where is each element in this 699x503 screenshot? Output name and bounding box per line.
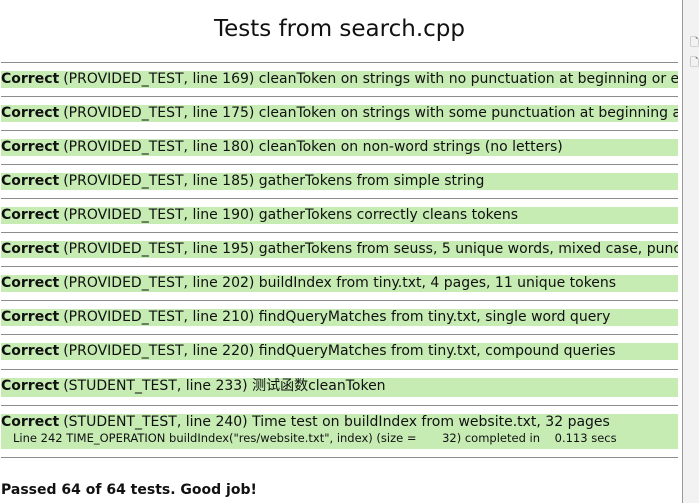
separator <box>1 300 678 301</box>
timing-detail: Line 242 TIME_OPERATION buildIndex("res/… <box>13 431 617 445</box>
separator <box>1 62 678 63</box>
status-label: Correct <box>1 207 60 223</box>
strip-icon: 🗋 <box>690 36 699 49</box>
side-strip[interactable] <box>683 0 699 503</box>
test-result-row: Correct (PROVIDED_TEST, line 169) cleanTo… <box>1 71 678 88</box>
status-label: Correct <box>1 173 60 189</box>
test-description: (PROVIDED_TEST, line 190) gatherTokens c… <box>63 207 519 223</box>
separator <box>1 96 678 97</box>
test-result-row: Correct (STUDENT_TEST, line 240) Time tes… <box>1 414 678 449</box>
test-description: (PROVIDED_TEST, line 202) buildIndex fro… <box>63 275 617 291</box>
test-result-row: Correct (PROVIDED_TEST, line 190) gatherT… <box>1 207 678 224</box>
status-label: Correct <box>1 414 60 430</box>
test-description: (PROVIDED_TEST, line 220) findQueryMatch… <box>63 343 616 359</box>
status-label: Correct <box>1 309 60 325</box>
test-result-row: Correct (PROVIDED_TEST, line 220) findQue… <box>1 343 678 360</box>
strip-icon: 🗋 <box>690 56 699 69</box>
test-description: (PROVIDED_TEST, line 195) gatherTokens f… <box>63 241 678 257</box>
test-result-row: Correct (PROVIDED_TEST, line 175) cleanTo… <box>1 105 678 122</box>
separator <box>1 266 678 267</box>
test-result-row: Correct (PROVIDED_TEST, line 202) buildIn… <box>1 275 678 292</box>
separator <box>1 457 678 458</box>
page-title: Tests from search.cpp <box>214 16 465 42</box>
separator <box>1 369 678 370</box>
status-label: Correct <box>1 71 60 87</box>
test-description: (PROVIDED_TEST, line 185) gatherTokens f… <box>63 173 485 189</box>
test-description: (PROVIDED_TEST, line 210) findQueryMatch… <box>63 309 611 325</box>
status-label: Correct <box>1 343 60 359</box>
window-border <box>682 0 683 503</box>
separator <box>1 130 678 131</box>
separator <box>1 164 678 165</box>
test-description: (PROVIDED_TEST, line 180) cleanToken on … <box>63 139 563 155</box>
separator <box>1 334 678 335</box>
test-result-row: Correct (PROVIDED_TEST, line 185) gatherT… <box>1 173 678 190</box>
test-result-row: Correct (STUDENT_TEST, line 233) 测试函数clea… <box>1 378 678 397</box>
test-description: (PROVIDED_TEST, line 175) cleanToken on … <box>63 105 678 121</box>
status-label: Correct <box>1 275 60 291</box>
status-label: Correct <box>1 241 60 257</box>
test-result-row: Correct (PROVIDED_TEST, line 180) cleanTo… <box>1 139 678 156</box>
test-description: (STUDENT_TEST, line 233) 测试函数cleanToken <box>63 378 386 394</box>
status-label: Correct <box>1 105 60 121</box>
separator <box>1 232 678 233</box>
separator <box>1 405 678 406</box>
test-description: (PROVIDED_TEST, line 169) cleanToken on … <box>63 71 678 87</box>
summary-text: Passed 64 of 64 tests. Good job! <box>1 482 257 498</box>
test-description: (STUDENT_TEST, line 240) Time test on bu… <box>63 414 610 430</box>
status-label: Correct <box>1 378 60 394</box>
test-result-row: Correct (PROVIDED_TEST, line 195) gatherT… <box>1 241 678 258</box>
test-result-row: Correct (PROVIDED_TEST, line 210) findQue… <box>1 309 678 326</box>
status-label: Correct <box>1 139 60 155</box>
separator <box>1 198 678 199</box>
